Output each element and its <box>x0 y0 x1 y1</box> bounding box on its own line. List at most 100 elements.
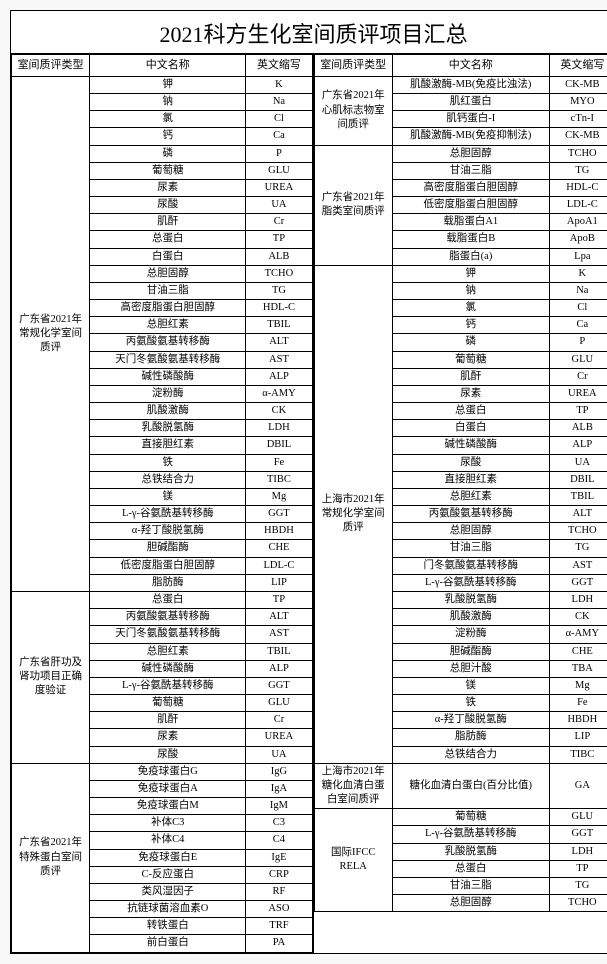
en-cell: UREA <box>246 179 312 196</box>
cn-cell: 总胆红素 <box>90 643 246 660</box>
cn-cell: 免疫球蛋白M <box>90 798 246 815</box>
cn-cell: 肌红蛋白 <box>392 94 549 111</box>
en-cell: Cr <box>549 368 607 385</box>
cn-cell: 钙 <box>392 317 549 334</box>
cn-cell: 总胆红素 <box>90 317 246 334</box>
en-cell: UA <box>246 197 312 214</box>
group-cell: 国际IFCC RELA <box>314 809 392 912</box>
en-cell: ALP <box>246 368 312 385</box>
cn-cell: 钠 <box>392 282 549 299</box>
cn-cell: 肌酐 <box>90 712 246 729</box>
en-cell: TCHO <box>549 895 607 912</box>
en-cell: Cl <box>549 300 607 317</box>
cn-cell: 免疫球蛋白A <box>90 780 246 797</box>
en-cell: MYO <box>549 94 607 111</box>
en-cell: CK <box>549 609 607 626</box>
cn-cell: 总胆红素 <box>392 488 549 505</box>
cn-cell: 糖化血清白蛋白(百分比值) <box>392 763 549 809</box>
cn-cell: 磷 <box>90 145 246 162</box>
en-cell: TIBC <box>549 746 607 763</box>
en-cell: UREA <box>246 729 312 746</box>
cn-cell: 碱性磷酸酶 <box>90 368 246 385</box>
cn-cell: 高密度脂蛋白胆固醇 <box>392 179 549 196</box>
en-cell: UREA <box>549 385 607 402</box>
col-header: 英文缩写 <box>549 55 607 77</box>
en-cell: C3 <box>246 815 312 832</box>
cn-cell: α-羟丁酸脱氢酶 <box>90 523 246 540</box>
en-cell: TRF <box>246 918 312 935</box>
en-cell: UA <box>246 746 312 763</box>
en-cell: LDH <box>549 592 607 609</box>
table-row: 广东省2021年特殊蛋白室间质评免疫球蛋白GIgG <box>12 763 313 780</box>
en-cell: TG <box>549 877 607 894</box>
en-cell: GA <box>549 763 607 809</box>
en-cell: GLU <box>549 351 607 368</box>
col-header: 英文缩写 <box>246 55 312 77</box>
col-header: 中文名称 <box>90 55 246 77</box>
cn-cell: 葡萄糖 <box>392 351 549 368</box>
cn-cell: 胆碱酯酶 <box>392 643 549 660</box>
cn-cell: 总胆固醇 <box>90 265 246 282</box>
cn-cell: 白蛋白 <box>392 420 549 437</box>
en-cell: TG <box>549 162 607 179</box>
en-cell: HBDH <box>246 523 312 540</box>
cn-cell: 补体C3 <box>90 815 246 832</box>
group-cell: 广东省2021年脂类室间质评 <box>314 145 392 265</box>
cn-cell: 肌钙蛋白-I <box>392 111 549 128</box>
cn-cell: 碱性磷酸酶 <box>392 437 549 454</box>
cn-cell: 天门冬氨酸氨基转移酶 <box>90 626 246 643</box>
en-cell: CK <box>246 403 312 420</box>
en-cell: HDL-C <box>246 300 312 317</box>
en-cell: ALP <box>549 437 607 454</box>
en-cell: Na <box>549 282 607 299</box>
en-cell: Cr <box>246 214 312 231</box>
cn-cell: 总蛋白 <box>392 860 549 877</box>
en-cell: TIBC <box>246 471 312 488</box>
cn-cell: 钾 <box>90 76 246 93</box>
cn-cell: 肌酸激酶 <box>90 403 246 420</box>
table-row: 广东省2021年脂类室间质评总胆固醇TCHO <box>314 145 607 162</box>
cn-cell: 直接胆红素 <box>90 437 246 454</box>
en-cell: LDH <box>549 843 607 860</box>
cn-cell: 免疫球蛋白G <box>90 763 246 780</box>
cn-cell: 铁 <box>90 454 246 471</box>
en-cell: CK-MB <box>549 128 607 145</box>
en-cell: IgA <box>246 780 312 797</box>
en-cell: Cr <box>246 712 312 729</box>
en-cell: ApoB <box>549 231 607 248</box>
table-row: 广东省2021年心肌标志物室间质评肌酸激酶-MB(免疫比浊法)CK-MB <box>314 76 607 93</box>
en-cell: Cl <box>246 111 312 128</box>
cn-cell: 甘油三脂 <box>90 282 246 299</box>
cn-cell: 肌酸激酶-MB(免疫比浊法) <box>392 76 549 93</box>
page-title: 2021科方生化室间质评项目汇总 <box>10 10 607 53</box>
cn-cell: 低密度脂蛋白胆固醇 <box>392 197 549 214</box>
cn-cell: 甘油三脂 <box>392 877 549 894</box>
en-cell: CRP <box>246 866 312 883</box>
en-cell: IgG <box>246 763 312 780</box>
cn-cell: 丙氨酸氨基转移酶 <box>90 334 246 351</box>
table-wrapper: 室间质评类型 中文名称 英文缩写 广东省2021年常规化学室间质评钾K钠Na氯C… <box>10 53 607 954</box>
en-cell: TBIL <box>246 643 312 660</box>
en-cell: ALT <box>246 609 312 626</box>
group-cell: 广东省2021年常规化学室间质评 <box>12 76 90 591</box>
group-cell: 广东省2021年心肌标志物室间质评 <box>314 76 392 145</box>
cn-cell: 肌酸激酶 <box>392 609 549 626</box>
cn-cell: 钙 <box>90 128 246 145</box>
en-cell: UA <box>549 454 607 471</box>
en-cell: Fe <box>246 454 312 471</box>
en-cell: ALB <box>549 420 607 437</box>
en-cell: LDL-C <box>549 197 607 214</box>
en-cell: TCHO <box>246 265 312 282</box>
cn-cell: 甘油三脂 <box>392 540 549 557</box>
en-cell: TCHO <box>549 145 607 162</box>
cn-cell: 丙氨酸氨基转移酶 <box>392 506 549 523</box>
cn-cell: 低密度脂蛋白胆固醇 <box>90 557 246 574</box>
cn-cell: C-反应蛋白 <box>90 866 246 883</box>
group-cell: 广东省肝功及肾功项目正确度验证 <box>12 592 90 764</box>
table-row: 国际IFCC RELA葡萄糖GLU <box>314 809 607 826</box>
group-cell: 广东省2021年特殊蛋白室间质评 <box>12 763 90 952</box>
col-header: 室间质评类型 <box>12 55 90 77</box>
cn-cell: 淀粉酶 <box>90 385 246 402</box>
cn-cell: 脂肪酶 <box>392 729 549 746</box>
en-cell: AST <box>549 557 607 574</box>
